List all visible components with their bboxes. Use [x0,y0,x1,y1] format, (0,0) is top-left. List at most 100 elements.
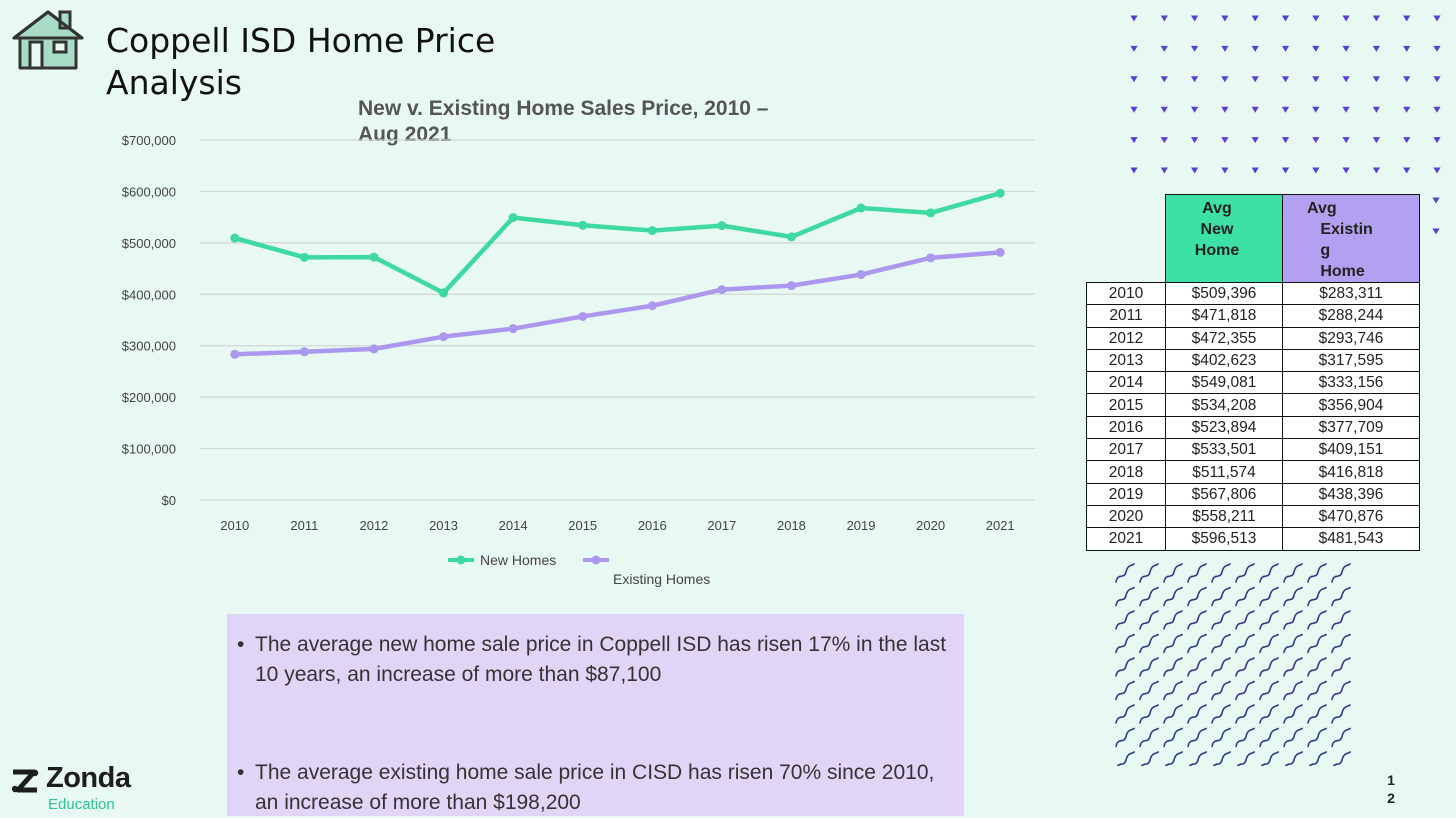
pattern-wave [1163,610,1183,630]
table-row: 2015 $534,208 $356,904 [1086,393,1420,417]
pattern-triangle [1191,167,1199,174]
pattern-wave [1307,657,1327,677]
cell-new-price: $472,355 [1165,326,1283,350]
pattern-wave [1139,586,1159,607]
cell-year: 2011 [1086,304,1166,328]
y-tick-label: $200,000 [122,390,176,405]
pattern-wave [1115,727,1135,748]
pattern-wave [1307,563,1327,583]
house-icon [12,10,84,70]
y-tick-label: $600,000 [122,184,176,199]
pattern-wave [1116,751,1135,766]
pattern-triangle [1372,106,1380,113]
cell-existing-price: $283,311 [1282,281,1420,306]
pattern-triangle [1281,76,1290,83]
pattern-wave [1211,657,1231,677]
slide-title: Coppell ISD Home Price Analysis [106,21,496,102]
pattern-wave [1163,680,1183,701]
pattern-wave [1331,704,1351,724]
legend-marker [456,555,466,565]
cell-existing-price: $438,396 [1282,482,1420,506]
decorative-triangle-pattern [1130,15,1441,235]
pattern-wave [1211,680,1231,701]
pattern-triangle [1281,45,1290,52]
pattern-triangle [1372,76,1380,83]
pattern-triangle [1312,15,1320,22]
cell-year: 2018 [1086,460,1166,484]
pattern-wave [1139,563,1159,583]
pattern-triangle [1433,15,1441,22]
pattern-wave [1211,610,1231,630]
pattern-wave [1332,751,1351,766]
pattern-triangle [1403,106,1411,113]
pattern-wave [1259,727,1279,748]
pattern-triangle [1432,228,1440,235]
pattern-triangle [1342,15,1350,22]
data-point [578,220,588,230]
pattern-wave [1163,586,1183,607]
data-point [786,281,796,291]
header-avg-new-home: Avg New Home [1165,194,1283,283]
cell-existing-price: $409,151 [1282,438,1420,462]
y-tick-label: $300,000 [122,339,176,354]
pattern-triangle [1403,15,1411,22]
header-text-existing: Avg Existin g Home [1307,200,1373,280]
cell-existing-price: $481,543 [1282,527,1420,551]
note-bullet: • The average existing home sale price i… [237,758,947,818]
table-row: 2017 $533,501 $409,151 [1086,438,1420,462]
pattern-wave [1187,727,1207,748]
pattern-wave [1283,610,1303,630]
pattern-wave [1307,704,1327,724]
pattern-triangle [1403,137,1411,144]
legend-label: Existing Homes [613,571,710,587]
cell-new-price: $567,806 [1165,482,1283,506]
pattern-wave [1139,680,1159,701]
pattern-wave [1187,563,1207,583]
pattern-triangle [1433,76,1441,83]
cell-existing-price: $416,818 [1282,460,1420,484]
pattern-wave [1115,657,1135,677]
pattern-wave [1235,680,1255,701]
pattern-triangle [1432,197,1440,204]
pattern-wave [1331,727,1351,748]
note-text-1: The average new home sale price in Coppe… [255,633,947,686]
price-table: Avg New Home Avg Existin g Home 2010 $509,3… [1086,194,1420,551]
pattern-triangle [1160,137,1168,144]
pattern-triangle [1160,15,1168,22]
pattern-wave [1259,610,1279,630]
pattern-triangle [1191,45,1199,52]
data-point [439,332,449,342]
logo-subtitle: Education [48,796,115,813]
pattern-wave [1331,680,1351,701]
pattern-wave [1307,680,1327,701]
cell-year: 2015 [1086,393,1166,417]
x-tick-label: 2012 [359,518,388,533]
pattern-wave [1283,586,1303,607]
pattern-triangle [1433,106,1441,113]
pattern-wave [1139,704,1159,724]
pattern-wave [1211,633,1231,654]
cell-new-price: $533,501 [1165,438,1283,462]
pattern-triangle [1342,106,1350,113]
data-point [299,347,309,357]
pattern-wave [1115,680,1135,701]
pattern-wave [1188,751,1207,766]
y-tick-label: $500,000 [122,236,176,251]
pattern-wave [1163,704,1183,724]
pattern-triangle [1130,45,1138,52]
pattern-triangle [1221,76,1229,83]
x-tick-label: 2019 [847,518,876,533]
pattern-triangle [1221,106,1229,113]
x-tick-label: 2018 [777,518,806,533]
pattern-wave [1187,680,1207,701]
pattern-wave [1308,751,1327,766]
pattern-triangle [1160,106,1168,113]
data-point [647,226,657,236]
data-point [717,285,727,295]
pattern-triangle [1251,167,1259,174]
table-row: 2014 $549,081 $333,156 [1086,371,1420,395]
pattern-triangle [1251,45,1259,52]
x-tick-label: 2016 [638,518,667,533]
pattern-wave [1115,563,1135,583]
pattern-triangle [1433,137,1441,144]
